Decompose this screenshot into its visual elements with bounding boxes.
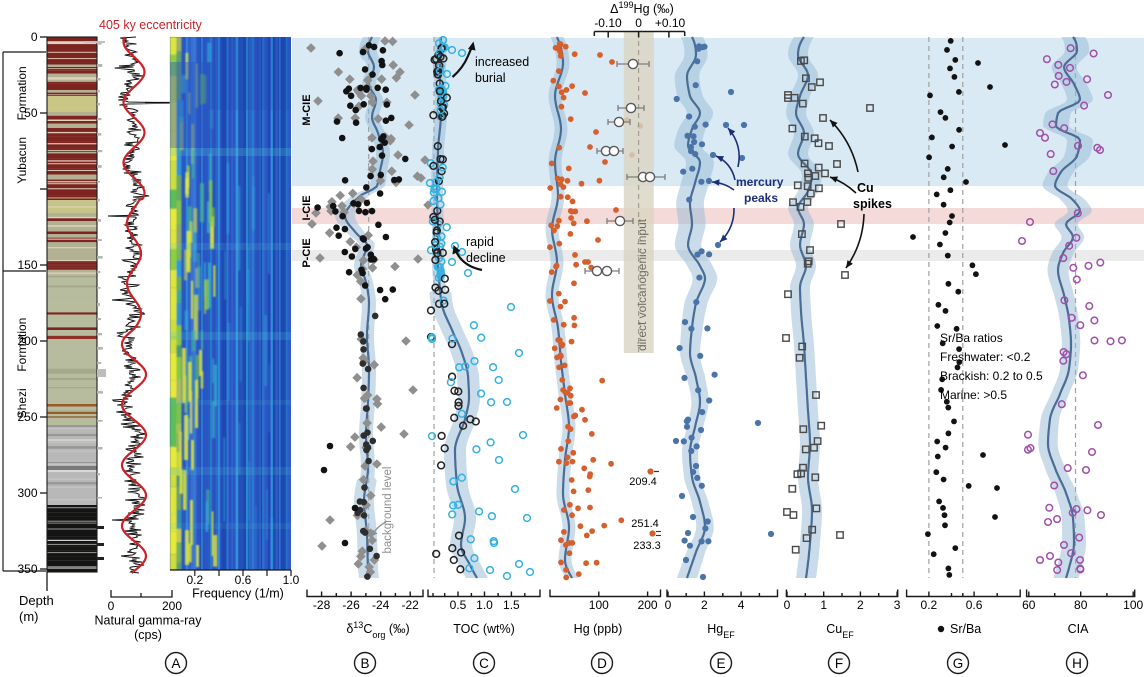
- svg-text:Sr/Ba: Sr/Ba: [950, 622, 981, 636]
- svg-text:B: B: [360, 656, 369, 671]
- svg-text:E: E: [716, 656, 725, 671]
- svg-text:1: 1: [820, 598, 827, 612]
- svg-text:A: A: [171, 656, 180, 671]
- svg-text:Sr/Ba ratios: Sr/Ba ratios: [940, 331, 1003, 345]
- svg-text:2: 2: [857, 598, 864, 612]
- svg-text:0: 0: [635, 16, 642, 30]
- svg-text:0: 0: [665, 598, 672, 612]
- svg-text:405 ky eccentricity: 405 ky eccentricity: [99, 18, 203, 32]
- svg-text:-26: -26: [342, 598, 360, 612]
- svg-text:209.4: 209.4: [629, 476, 657, 488]
- svg-text:Yubacun Formation: Yubacun Formation: [15, 66, 29, 183]
- svg-text:+0.10: +0.10: [655, 16, 686, 30]
- svg-text:Shezi Formation: Shezi Formation: [15, 318, 29, 419]
- svg-text:increased: increased: [475, 55, 529, 69]
- svg-text:0.5: 0.5: [450, 598, 467, 612]
- svg-text:0: 0: [31, 30, 38, 44]
- svg-text:0.6: 0.6: [966, 598, 983, 612]
- svg-text:200: 200: [638, 598, 658, 612]
- svg-text:mercury: mercury: [736, 175, 784, 189]
- svg-text:decline: decline: [466, 251, 506, 265]
- svg-text:Freshwater: <0.2: Freshwater: <0.2: [940, 350, 1031, 364]
- svg-text:Hg (ppb): Hg (ppb): [574, 622, 623, 636]
- svg-text:1.0: 1.0: [283, 573, 300, 587]
- svg-text:D: D: [597, 656, 607, 671]
- svg-text:M-CIE: M-CIE: [301, 94, 313, 125]
- svg-text:350: 350: [17, 562, 37, 576]
- svg-text:(cps): (cps): [134, 628, 162, 642]
- svg-text:G: G: [953, 656, 964, 671]
- svg-text:P-CIE: P-CIE: [301, 238, 313, 267]
- svg-text:200: 200: [17, 334, 37, 348]
- svg-text:100: 100: [1123, 598, 1143, 612]
- svg-text:-24: -24: [372, 598, 390, 612]
- svg-text:0: 0: [784, 598, 791, 612]
- svg-text:-22: -22: [402, 598, 420, 612]
- svg-text:250: 250: [17, 410, 37, 424]
- svg-text:spikes: spikes: [853, 197, 892, 211]
- svg-text:3: 3: [894, 598, 901, 612]
- svg-text:251.4: 251.4: [631, 518, 659, 530]
- svg-text:CIA: CIA: [1068, 622, 1090, 636]
- svg-text:rapid: rapid: [466, 235, 494, 249]
- svg-text:background level: background level: [382, 467, 394, 554]
- svg-text:300: 300: [17, 486, 37, 500]
- svg-text:I-CIE: I-CIE: [301, 195, 313, 220]
- svg-text:burial: burial: [475, 71, 506, 85]
- svg-text:TOC (wt%): TOC (wt%): [453, 622, 515, 636]
- svg-text:200: 200: [162, 599, 182, 613]
- svg-text:Frequency (1/m): Frequency (1/m): [192, 587, 284, 601]
- svg-text:C: C: [479, 656, 489, 671]
- svg-text:1.5: 1.5: [503, 598, 520, 612]
- svg-text:(m): (m): [19, 609, 39, 624]
- svg-text:100: 100: [589, 598, 609, 612]
- svg-text:233.3: 233.3: [633, 540, 661, 552]
- svg-text:-0.10: -0.10: [594, 16, 622, 30]
- svg-text:direct volcanogenic input: direct volcanogenic input: [635, 218, 649, 351]
- svg-text:0.6: 0.6: [235, 573, 252, 587]
- svg-text:2: 2: [701, 598, 708, 612]
- svg-text:Natural gamma-ray: Natural gamma-ray: [95, 614, 203, 628]
- svg-text:80: 80: [1074, 598, 1088, 612]
- svg-text:0.2: 0.2: [921, 598, 938, 612]
- svg-text:0: 0: [108, 599, 115, 613]
- svg-text:Brackish: 0.2 to 0.5: Brackish: 0.2 to 0.5: [940, 369, 1043, 383]
- svg-text:F: F: [835, 656, 843, 671]
- svg-text:50: 50: [24, 106, 38, 120]
- svg-text:1.0: 1.0: [476, 598, 493, 612]
- svg-text:peaks: peaks: [744, 191, 778, 205]
- svg-text:0.2: 0.2: [186, 573, 203, 587]
- svg-text:H: H: [1072, 656, 1082, 671]
- svg-text:60: 60: [1022, 598, 1036, 612]
- svg-text:Depth: Depth: [19, 593, 54, 608]
- svg-text:Marine: >0.5: Marine: >0.5: [940, 388, 1007, 402]
- svg-text:Cu: Cu: [857, 181, 874, 195]
- svg-text:-28: -28: [313, 598, 331, 612]
- svg-text:150: 150: [17, 258, 37, 272]
- svg-text:4: 4: [738, 598, 745, 612]
